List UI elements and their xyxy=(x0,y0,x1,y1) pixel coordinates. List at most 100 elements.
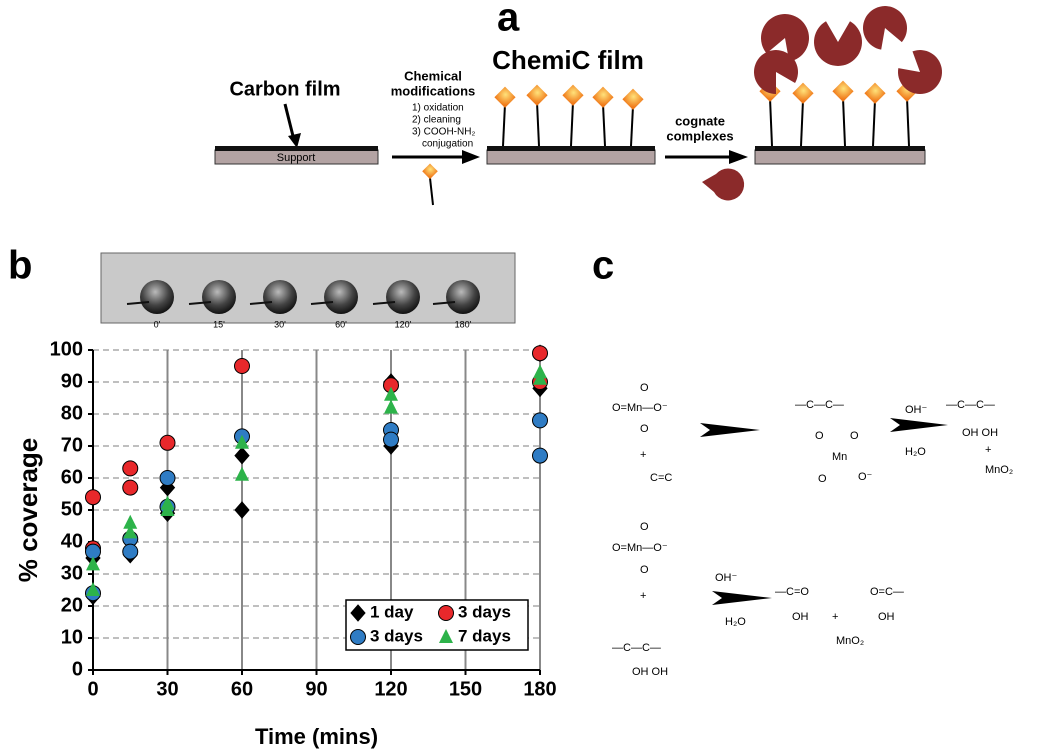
chem-label: OH xyxy=(878,611,895,623)
needle xyxy=(372,301,396,305)
well xyxy=(140,280,174,314)
ligand xyxy=(592,86,614,108)
label: Carbon film xyxy=(229,78,340,100)
point xyxy=(85,489,101,506)
legend-label: 1 day xyxy=(370,602,414,621)
needle xyxy=(432,301,456,305)
well xyxy=(386,280,420,314)
pillars xyxy=(494,5,943,147)
complex xyxy=(702,168,745,201)
chem-label: O xyxy=(640,564,649,576)
point xyxy=(532,412,548,429)
linker xyxy=(429,177,434,206)
arrow xyxy=(890,418,948,432)
point xyxy=(235,434,249,449)
chem-label: O xyxy=(640,521,649,533)
y-tick-label: 60 xyxy=(61,466,83,488)
arrowhead xyxy=(462,150,480,164)
arrow xyxy=(700,423,760,437)
panel-letter: c xyxy=(592,244,614,288)
point xyxy=(384,399,398,414)
support xyxy=(754,149,926,165)
point xyxy=(234,501,250,519)
x-tick-label: 180 xyxy=(523,678,556,700)
y-tick-label: 70 xyxy=(61,434,83,456)
x-tick-label: 90 xyxy=(305,678,327,700)
chem-label: OH OH xyxy=(962,427,998,439)
frame-label: 30' xyxy=(274,319,286,329)
chem-label: OH⁻ xyxy=(905,404,928,416)
needle xyxy=(310,301,334,305)
x-tick-label: 0 xyxy=(87,678,98,700)
ligand xyxy=(622,88,644,110)
chart: 0 10 20 30 40 50 60 70 80 90 100 0 30 60 90 120 150 180 Ti… xyxy=(13,338,557,749)
linker xyxy=(872,99,876,147)
step: conjugation xyxy=(422,139,473,150)
label: cognate xyxy=(675,113,725,128)
point xyxy=(159,434,176,451)
x-tick-label: 60 xyxy=(231,678,253,700)
point xyxy=(122,460,139,477)
point xyxy=(159,470,176,486)
y-tick-label: 100 xyxy=(50,338,83,360)
step: 3) COOH-NH₂ xyxy=(412,127,475,138)
frame-label: 120' xyxy=(395,319,412,329)
carbon-film xyxy=(487,146,655,151)
linker xyxy=(769,97,773,147)
label: ChemiC film xyxy=(492,45,644,75)
pointer xyxy=(283,103,296,141)
ligand xyxy=(494,86,516,108)
well xyxy=(202,280,236,314)
y-axis-label: % coverage xyxy=(13,438,43,583)
panel-letter: b xyxy=(8,244,32,288)
point xyxy=(384,386,398,401)
point xyxy=(122,543,139,560)
linker xyxy=(842,97,846,147)
chem-label: —C—C— xyxy=(795,399,844,411)
well xyxy=(446,280,480,314)
frame-label: 0' xyxy=(154,319,161,329)
point xyxy=(234,358,250,374)
chem-label: + xyxy=(640,449,646,461)
complex xyxy=(761,13,810,62)
y-tick-label: 0 xyxy=(72,658,83,680)
legend-label: 3 days xyxy=(370,626,423,645)
linker xyxy=(536,101,540,147)
y-tick-label: 30 xyxy=(61,562,83,584)
linker xyxy=(906,97,910,147)
y-tick-label: 90 xyxy=(61,370,83,392)
point xyxy=(86,556,100,571)
support xyxy=(486,149,656,165)
ligand xyxy=(792,82,814,104)
carbon-film xyxy=(755,146,925,151)
label: Support xyxy=(277,152,316,164)
linker xyxy=(570,101,574,147)
ligand xyxy=(832,80,854,102)
needle xyxy=(249,301,273,305)
needle xyxy=(188,301,212,305)
complex xyxy=(862,5,907,50)
panel-b: b 0' 15' 30' 60' 120' 180' xyxy=(8,244,516,329)
ligand xyxy=(864,82,886,104)
chem-label: H₂O xyxy=(725,616,746,628)
arrow xyxy=(712,591,772,605)
chem-label: O xyxy=(640,382,649,394)
well xyxy=(263,280,297,314)
ligand xyxy=(562,84,584,106)
needle xyxy=(126,301,150,305)
chem-label: Mn xyxy=(832,451,847,463)
chem-label: O xyxy=(850,430,859,442)
chem-label: OH xyxy=(792,611,809,623)
chem-label: + xyxy=(640,590,646,602)
legend-marker xyxy=(350,629,366,645)
chem-label: O=Mn—O⁻ xyxy=(612,542,668,554)
chem-label: O⁻ xyxy=(858,471,873,483)
chem-label: —C=O xyxy=(775,586,809,598)
y-tick-label: 20 xyxy=(61,594,83,616)
complex xyxy=(814,21,863,66)
linker xyxy=(502,103,506,147)
frame-label: 15' xyxy=(213,319,225,329)
linker xyxy=(630,105,634,147)
